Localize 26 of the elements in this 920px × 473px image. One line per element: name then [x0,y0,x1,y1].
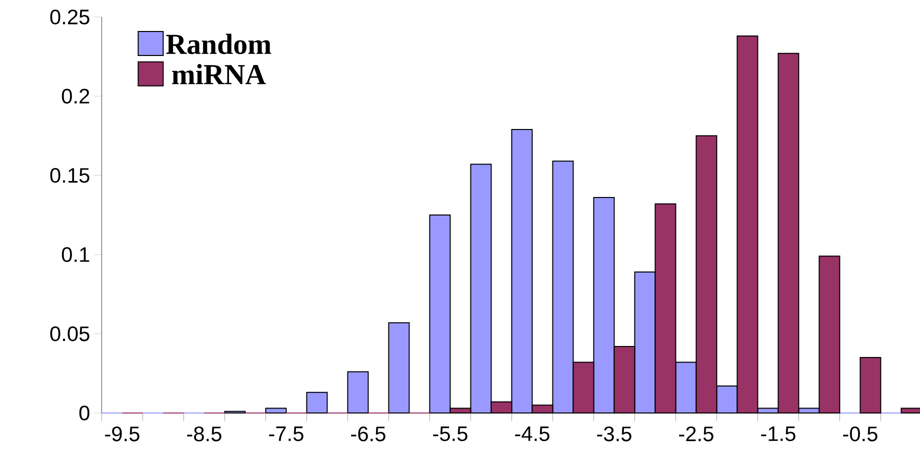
y-tick-label: 0.25 [50,10,90,24]
bar [736,35,758,414]
x-tick-label: -8.5 [187,426,222,442]
bar [614,346,636,414]
y-tick-label: 0.15 [50,168,90,183]
x-tick-label: -9.5 [105,426,140,442]
x-tick-label: -1.5 [761,426,796,442]
bar [860,357,882,414]
bar [778,52,800,414]
legend-label: miRNA [172,64,266,84]
x-tick-label: -0.5 [843,426,878,442]
bar [572,362,594,414]
legend-label: Random [166,34,272,54]
x-tick-label: -2.5 [679,426,714,442]
y-tick-label: 0 [79,406,90,420]
x-tick-label: -6.5 [351,426,386,442]
bar [818,256,840,414]
x-tick-label: -5.5 [433,426,468,442]
y-tick-label: 0.1 [62,247,90,262]
x-tick-label: -3.5 [597,426,632,442]
x-tick-label: -7.5 [269,426,304,442]
y-tick-label: 0.2 [62,88,90,104]
x-tick-label: -4.5 [515,426,550,442]
bar [654,203,676,414]
bar [696,135,718,414]
y-tick-label: 0.05 [50,326,90,342]
